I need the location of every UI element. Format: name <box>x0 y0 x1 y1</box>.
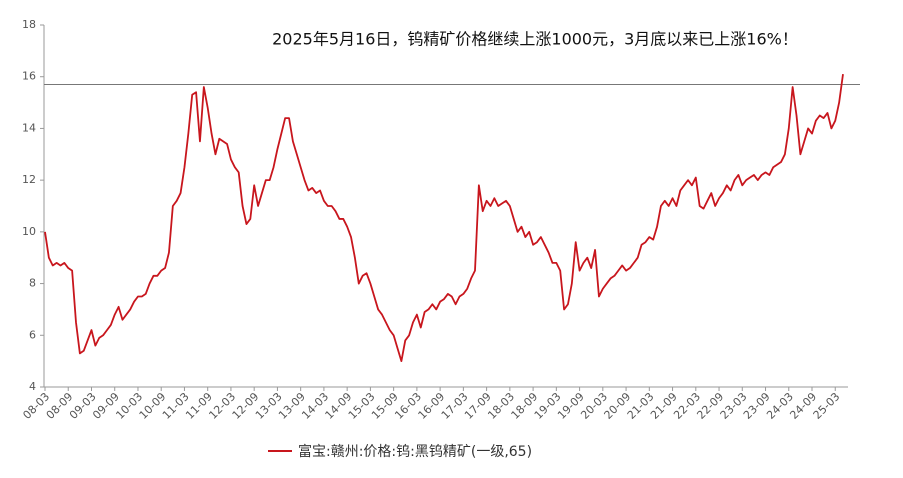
y-tick-label: 10 <box>22 225 36 238</box>
y-tick-label: 14 <box>22 121 36 134</box>
series-line <box>44 74 844 363</box>
legend-label: 富宝:赣州:价格:钨:黑钨精矿(一级,65) <box>298 443 532 460</box>
y-tick-label: 8 <box>29 277 36 290</box>
y-tick-label: 16 <box>22 70 36 83</box>
y-tick-label: 18 <box>22 18 36 31</box>
chart-title: 2025年5月16日，钨精矿价格继续上涨1000元，3月底以来已上涨16%！ <box>272 30 798 49</box>
y-tick-label: 12 <box>22 173 36 186</box>
y-tick-label: 4 <box>29 380 36 393</box>
y-tick-label: 6 <box>29 328 36 341</box>
